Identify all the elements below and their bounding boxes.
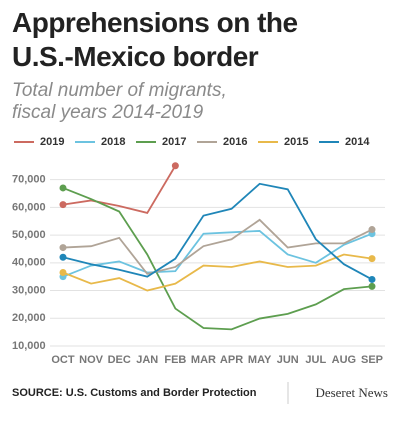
end-dot [59,244,67,252]
series-line [62,230,373,278]
x-tick-label: AUG [332,354,356,366]
y-tick-label: 70,000 [12,174,46,186]
series-line [62,182,373,281]
x-tick-label: JUL [305,354,326,366]
end-dot [59,269,67,277]
legend-label: 2019 [40,136,64,148]
x-tick-label: APR [220,354,243,366]
x-tick-label: JAN [136,354,158,366]
y-tick-label: 20,000 [12,312,46,324]
x-tick-label: MAR [191,354,216,366]
y-tick-label: 60,000 [12,201,46,213]
x-tick-label: FEB [164,354,186,366]
end-dot [368,282,376,290]
y-tick-label: 10,000 [12,340,46,352]
legend-label: 2018 [101,136,125,148]
credit: Deseret News [315,385,388,400]
legend-label: 2015 [284,136,308,148]
y-tick-label: 30,000 [12,284,46,296]
legend-label: 2016 [223,136,247,148]
y-tick-label: 40,000 [12,257,46,269]
end-dot [368,255,376,263]
end-dot [59,201,67,209]
legend-label: 2017 [162,136,186,148]
x-tick-label: SEP [361,354,383,366]
chart-subtitle: Total number of migrants, fiscal years 2… [12,80,227,123]
x-tick-label: DEC [108,354,131,366]
x-tick-label: MAY [248,354,272,366]
x-tick-label: OCT [51,354,75,366]
end-dot [59,253,67,261]
series-line [62,253,373,292]
y-tick-label: 50,000 [12,229,46,241]
chart-title: Apprehensions on the U.S.-Mexico border [12,7,298,72]
legend-label: 2014 [345,136,370,148]
end-dot [368,275,376,283]
end-dot [59,184,67,192]
source: SOURCE: U.S. Customs and Border Protecti… [12,387,257,399]
end-dot [171,162,179,170]
x-tick-label: NOV [79,354,104,366]
end-dot [368,226,376,234]
series-line [62,165,177,214]
x-tick-label: JUN [277,354,299,366]
series-line [62,187,373,331]
